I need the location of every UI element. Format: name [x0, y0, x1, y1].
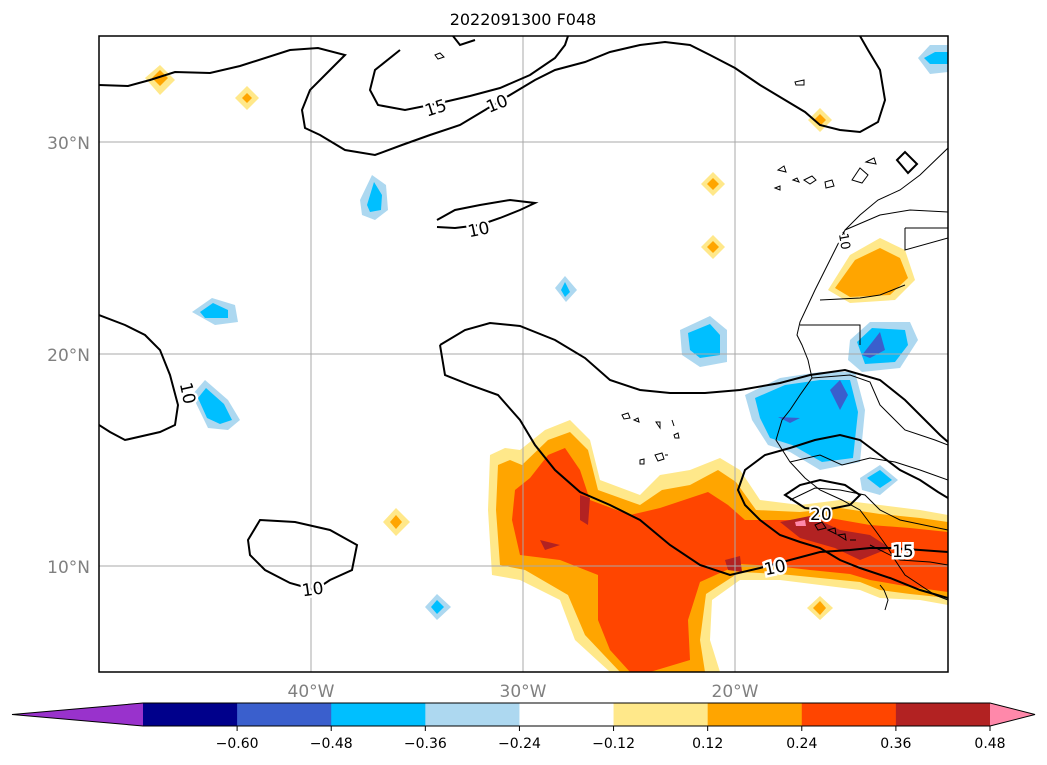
colorbar-tick-label: −0.60 — [216, 736, 259, 752]
contour-label: 10 — [301, 578, 325, 601]
lat-label: 10°N — [47, 558, 90, 578]
colorbar-segment — [425, 703, 520, 726]
colorbar-segment — [237, 703, 332, 726]
colorbar-tick-label: 0.24 — [786, 736, 817, 752]
contour-lines — [99, 36, 948, 599]
colorbar-segment — [801, 703, 897, 726]
lon-label: 40°W — [288, 682, 335, 702]
lon-label: 30°W — [500, 682, 547, 702]
contour-label: 15 — [892, 542, 914, 562]
colorbar-tick-label: −0.36 — [404, 736, 447, 752]
lon-label: 20°W — [712, 682, 759, 702]
colorbar: −0.60 −0.48 −0.36 −0.24 −0.12 0.12 0.24 0.36 0.4… — [11, 702, 1036, 752]
gridlines — [99, 36, 948, 672]
contour-label: 10 — [835, 232, 853, 251]
contour-label: 20 — [810, 505, 832, 525]
colorbar-segment — [519, 703, 615, 726]
map-panel: 15 10 10 10 10 10 20 15 10 — [98, 35, 949, 673]
colorbar-segment — [613, 703, 709, 726]
strong-positive-anomaly-patch — [580, 495, 590, 525]
longitude-labels: 40°W 30°W 20°W — [288, 682, 759, 702]
colorbar-extend-min — [12, 703, 143, 726]
colorbar-segment — [895, 703, 991, 726]
negative-anomaly-patches — [192, 45, 948, 620]
colorbar-tick-label: −0.12 — [592, 736, 635, 752]
colorbar-segment — [143, 703, 238, 726]
lat-label: 30°N — [47, 134, 90, 154]
colorbar-segment — [331, 703, 426, 726]
colorbar-segment — [707, 703, 803, 726]
strongest-anomaly-patch — [795, 520, 806, 526]
colorbar-tick-label: 0.48 — [974, 736, 1005, 752]
colorbar-extend-max — [990, 703, 1035, 726]
figure-title: 2022091300 F048 — [450, 10, 597, 29]
map-frame — [98, 35, 949, 673]
colorbar-tick-label: 0.12 — [692, 736, 723, 752]
small-positive-anomaly-dots — [145, 65, 833, 620]
positive-anomaly-region-mid — [835, 248, 908, 297]
lat-label: 20°N — [47, 346, 90, 366]
latitude-labels: 30°N 20°N 10°N — [47, 134, 90, 578]
colorbar-tick-label: 0.36 — [880, 736, 911, 752]
anomaly-fill-layer — [145, 45, 948, 672]
colorbar-tick-label: −0.24 — [498, 736, 541, 752]
colorbar-tick-label: −0.48 — [310, 736, 353, 752]
strong-positive-anomaly-patch — [540, 540, 560, 550]
strong-positive-anomaly-patch — [725, 556, 742, 572]
coastlines — [434, 52, 948, 611]
